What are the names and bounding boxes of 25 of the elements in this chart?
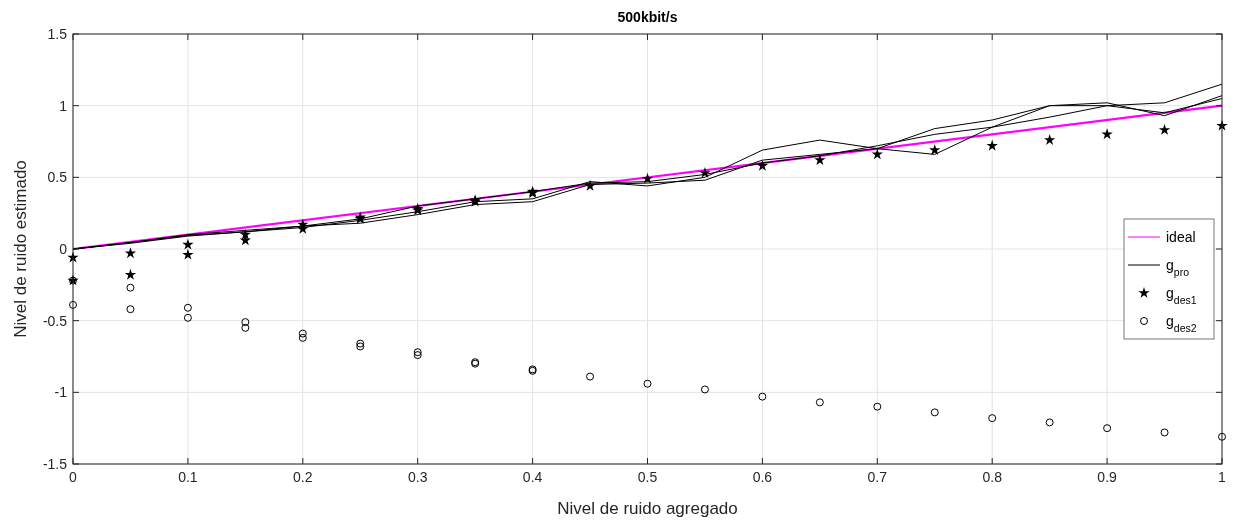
x-tick-label: 0.6 xyxy=(752,469,773,485)
x-tick-label: 0.2 xyxy=(293,469,313,485)
legend-label: g$_{des1}$ xyxy=(1166,285,1197,306)
legend-label: g$_{pro}$ xyxy=(1166,257,1190,278)
x-axis-title: Nivel de ruido agregado xyxy=(557,499,738,518)
x-tick-label: 0.8 xyxy=(982,469,1003,485)
legend-label: ideal xyxy=(1166,229,1196,245)
y-tick-label: 1.5 xyxy=(47,26,68,42)
y-tick-label: -0.5 xyxy=(42,312,68,329)
x-tick-label: 0.3 xyxy=(407,469,428,485)
y-tick-label: -1 xyxy=(54,384,68,401)
x-tick-label: 0.1 xyxy=(178,469,198,485)
y-tick-label: 0.5 xyxy=(47,169,68,186)
x-tick-label: 0 xyxy=(69,469,78,485)
x-tick-label: 1 xyxy=(1218,469,1227,485)
x-tick-label: 0.5 xyxy=(637,469,658,485)
x-tick-label: 0.9 xyxy=(1097,469,1118,485)
y-tick-label: -1.5 xyxy=(42,456,68,472)
y-tick-label: 0 xyxy=(59,241,68,257)
legend-label: g$_{des2}$ xyxy=(1166,313,1197,334)
chart-title: 500kbit/s xyxy=(617,9,678,25)
y-tick-label: 1 xyxy=(59,97,68,114)
x-tick-label: 0.7 xyxy=(867,469,888,485)
x-tick-label: 0.4 xyxy=(522,469,543,485)
y-axis-title: Nivel de ruido estimado xyxy=(11,160,30,338)
